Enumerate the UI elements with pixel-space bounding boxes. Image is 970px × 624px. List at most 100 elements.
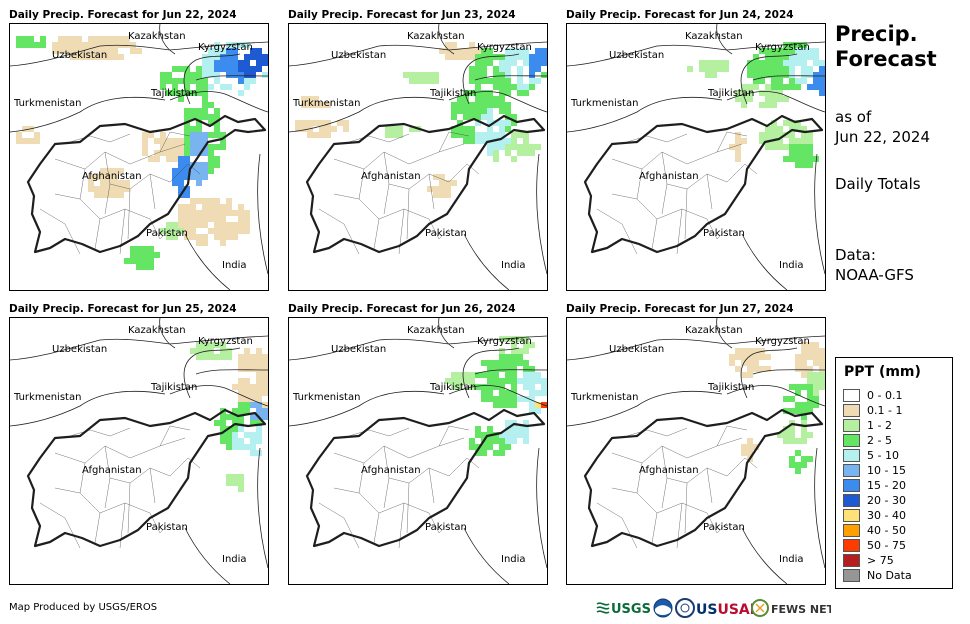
label-kazakhstan: Kazakhstan bbox=[685, 31, 743, 42]
legend-item: 0 - 0.1 bbox=[843, 388, 902, 403]
label-tajikistan: Tajikistan bbox=[429, 382, 476, 393]
label-afghanistan: Afghanistan bbox=[361, 465, 421, 476]
label-kazakhstan: Kazakhstan bbox=[685, 325, 743, 336]
forecast-panel-jun22: Daily Precip. Forecast for Jun 22, 2024 … bbox=[9, 7, 269, 291]
label-uzbekistan: Uzbekistan bbox=[609, 344, 664, 355]
label-turkmenistan: Turkmenistan bbox=[292, 392, 360, 403]
label-india: India bbox=[501, 260, 526, 271]
footer-credit: Map Produced by USGS/EROS bbox=[9, 602, 158, 613]
legend-item: 30 - 40 bbox=[843, 508, 906, 523]
svg-text:FEWS NET: FEWS NET bbox=[771, 603, 831, 616]
map-svg: Kazakhstan Kyrgyzstan Uzbekistan Tajikis… bbox=[567, 24, 825, 290]
label-afghanistan: Afghanistan bbox=[639, 465, 699, 476]
label-uzbekistan: Uzbekistan bbox=[609, 50, 664, 61]
legend-item: 40 - 50 bbox=[843, 523, 906, 538]
usgs-logo: USGS bbox=[596, 602, 651, 617]
legend-item: 1 - 2 bbox=[843, 418, 892, 433]
label-tajikistan: Tajikistan bbox=[707, 382, 754, 393]
panel-title: Daily Precip. Forecast for Jun 24, 2024 bbox=[566, 9, 794, 21]
legend-swatch bbox=[843, 493, 860, 507]
label-afghanistan: Afghanistan bbox=[361, 171, 421, 182]
panel-title: Daily Precip. Forecast for Jun 27, 2024 bbox=[566, 303, 794, 315]
label-uzbekistan: Uzbekistan bbox=[52, 344, 107, 355]
forecast-panel-jun25: Daily Precip. Forecast for Jun 25, 2024 … bbox=[9, 301, 269, 585]
precip-cells bbox=[295, 42, 547, 198]
precip-cells bbox=[687, 42, 825, 168]
as-of-label: as of bbox=[835, 108, 872, 126]
label-pakistan: Pakistan bbox=[146, 522, 188, 533]
label-kyrgyzstan: Kyrgyzstan bbox=[198, 42, 253, 53]
label-turkmenistan: Turkmenistan bbox=[13, 98, 81, 109]
precip-cells bbox=[16, 36, 268, 270]
label-kyrgyzstan: Kyrgyzstan bbox=[477, 42, 532, 53]
label-tajikistan: Tajikistan bbox=[429, 88, 476, 99]
legend-item: No Data bbox=[843, 568, 912, 583]
label-kyrgyzstan: Kyrgyzstan bbox=[755, 336, 810, 347]
label-kyrgyzstan: Kyrgyzstan bbox=[755, 42, 810, 53]
map-svg: Kazakhstan Kyrgyzstan Uzbekistan Tajikis… bbox=[567, 318, 825, 584]
map-svg: Kazakhstan Kyrgyzstan Uzbekistan Tajikis… bbox=[289, 318, 547, 584]
label-pakistan: Pakistan bbox=[425, 228, 467, 239]
data-source: NOAA-GFS bbox=[835, 266, 914, 284]
forecast-panel-jun26: Daily Precip. Forecast for Jun 26, 2024 … bbox=[288, 301, 548, 585]
label-pakistan: Pakistan bbox=[425, 522, 467, 533]
label-kazakhstan: Kazakhstan bbox=[128, 325, 186, 336]
legend-item: 10 - 15 bbox=[843, 463, 906, 478]
label-turkmenistan: Turkmenistan bbox=[570, 392, 638, 403]
forecast-panel-jun23: Daily Precip. Forecast for Jun 23, 2024 … bbox=[288, 7, 548, 291]
label-afghanistan: Afghanistan bbox=[639, 171, 699, 182]
forecast-panel-jun24: Daily Precip. Forecast for Jun 24, 2024 … bbox=[566, 7, 826, 291]
label-tajikistan: Tajikistan bbox=[707, 88, 754, 99]
label-afghanistan: Afghanistan bbox=[82, 171, 142, 182]
precip-cells bbox=[729, 342, 825, 474]
label-uzbekistan: Uzbekistan bbox=[52, 50, 107, 61]
legend-swatch bbox=[843, 463, 860, 477]
precip-cells bbox=[190, 342, 268, 492]
forecast-map: Kazakhstan Kyrgyzstan Uzbekistan Tajikis… bbox=[9, 23, 269, 291]
fewsnet-logo: FEWS NET bbox=[751, 599, 831, 617]
forecast-map: Kazakhstan Kyrgyzstan Uzbekistan Tajikis… bbox=[9, 317, 269, 585]
legend-swatch bbox=[843, 403, 860, 417]
label-india: India bbox=[222, 554, 247, 565]
precip-cells bbox=[445, 336, 547, 456]
legend-item: 2 - 5 bbox=[843, 433, 892, 448]
sidebar-title-line1: Precip. bbox=[835, 22, 918, 46]
legend-item: > 75 bbox=[843, 553, 894, 568]
legend-item: 20 - 30 bbox=[843, 493, 906, 508]
legend-title: PPT (mm) bbox=[844, 364, 921, 380]
partner-logos: USGS USUSAID FEWS NET bbox=[596, 598, 831, 618]
label-kazakhstan: Kazakhstan bbox=[407, 31, 465, 42]
legend-swatch bbox=[843, 523, 860, 537]
forecast-map: Kazakhstan Kyrgyzstan Uzbekistan Tajikis… bbox=[288, 23, 548, 291]
label-pakistan: Pakistan bbox=[146, 228, 188, 239]
label-india: India bbox=[779, 554, 804, 565]
panel-title: Daily Precip. Forecast for Jun 22, 2024 bbox=[9, 9, 237, 21]
legend-swatch bbox=[843, 388, 860, 402]
forecast-panel-jun27: Daily Precip. Forecast for Jun 27, 2024 … bbox=[566, 301, 826, 585]
as-of-block: as of Jun 22, 2024 bbox=[835, 107, 930, 147]
as-of-date: Jun 22, 2024 bbox=[835, 128, 931, 146]
panel-title: Daily Precip. Forecast for Jun 23, 2024 bbox=[288, 9, 516, 21]
legend-item: 5 - 10 bbox=[843, 448, 899, 463]
totals-label: Daily Totals bbox=[835, 175, 921, 193]
label-india: India bbox=[779, 260, 804, 271]
label-turkmenistan: Turkmenistan bbox=[292, 98, 360, 109]
legend-swatch bbox=[843, 553, 860, 567]
map-svg: Kazakhstan Kyrgyzstan Uzbekistan Tajikis… bbox=[10, 318, 268, 584]
legend-swatch bbox=[843, 418, 860, 432]
legend-item: 50 - 75 bbox=[843, 538, 906, 553]
legend-swatch bbox=[843, 478, 860, 492]
sidebar-title: Precip. Forecast bbox=[835, 22, 937, 72]
label-tajikistan: Tajikistan bbox=[150, 382, 197, 393]
label-uzbekistan: Uzbekistan bbox=[331, 344, 386, 355]
panel-title: Daily Precip. Forecast for Jun 25, 2024 bbox=[9, 303, 237, 315]
legend-swatch bbox=[843, 433, 860, 447]
label-india: India bbox=[222, 260, 247, 271]
svg-text:USGS: USGS bbox=[611, 602, 651, 617]
label-kyrgyzstan: Kyrgyzstan bbox=[477, 336, 532, 347]
label-turkmenistan: Turkmenistan bbox=[570, 98, 638, 109]
legend-item: 15 - 20 bbox=[843, 478, 906, 493]
label-kazakhstan: Kazakhstan bbox=[407, 325, 465, 336]
forecast-map: Kazakhstan Kyrgyzstan Uzbekistan Tajikis… bbox=[288, 317, 548, 585]
legend-swatch bbox=[843, 448, 860, 462]
